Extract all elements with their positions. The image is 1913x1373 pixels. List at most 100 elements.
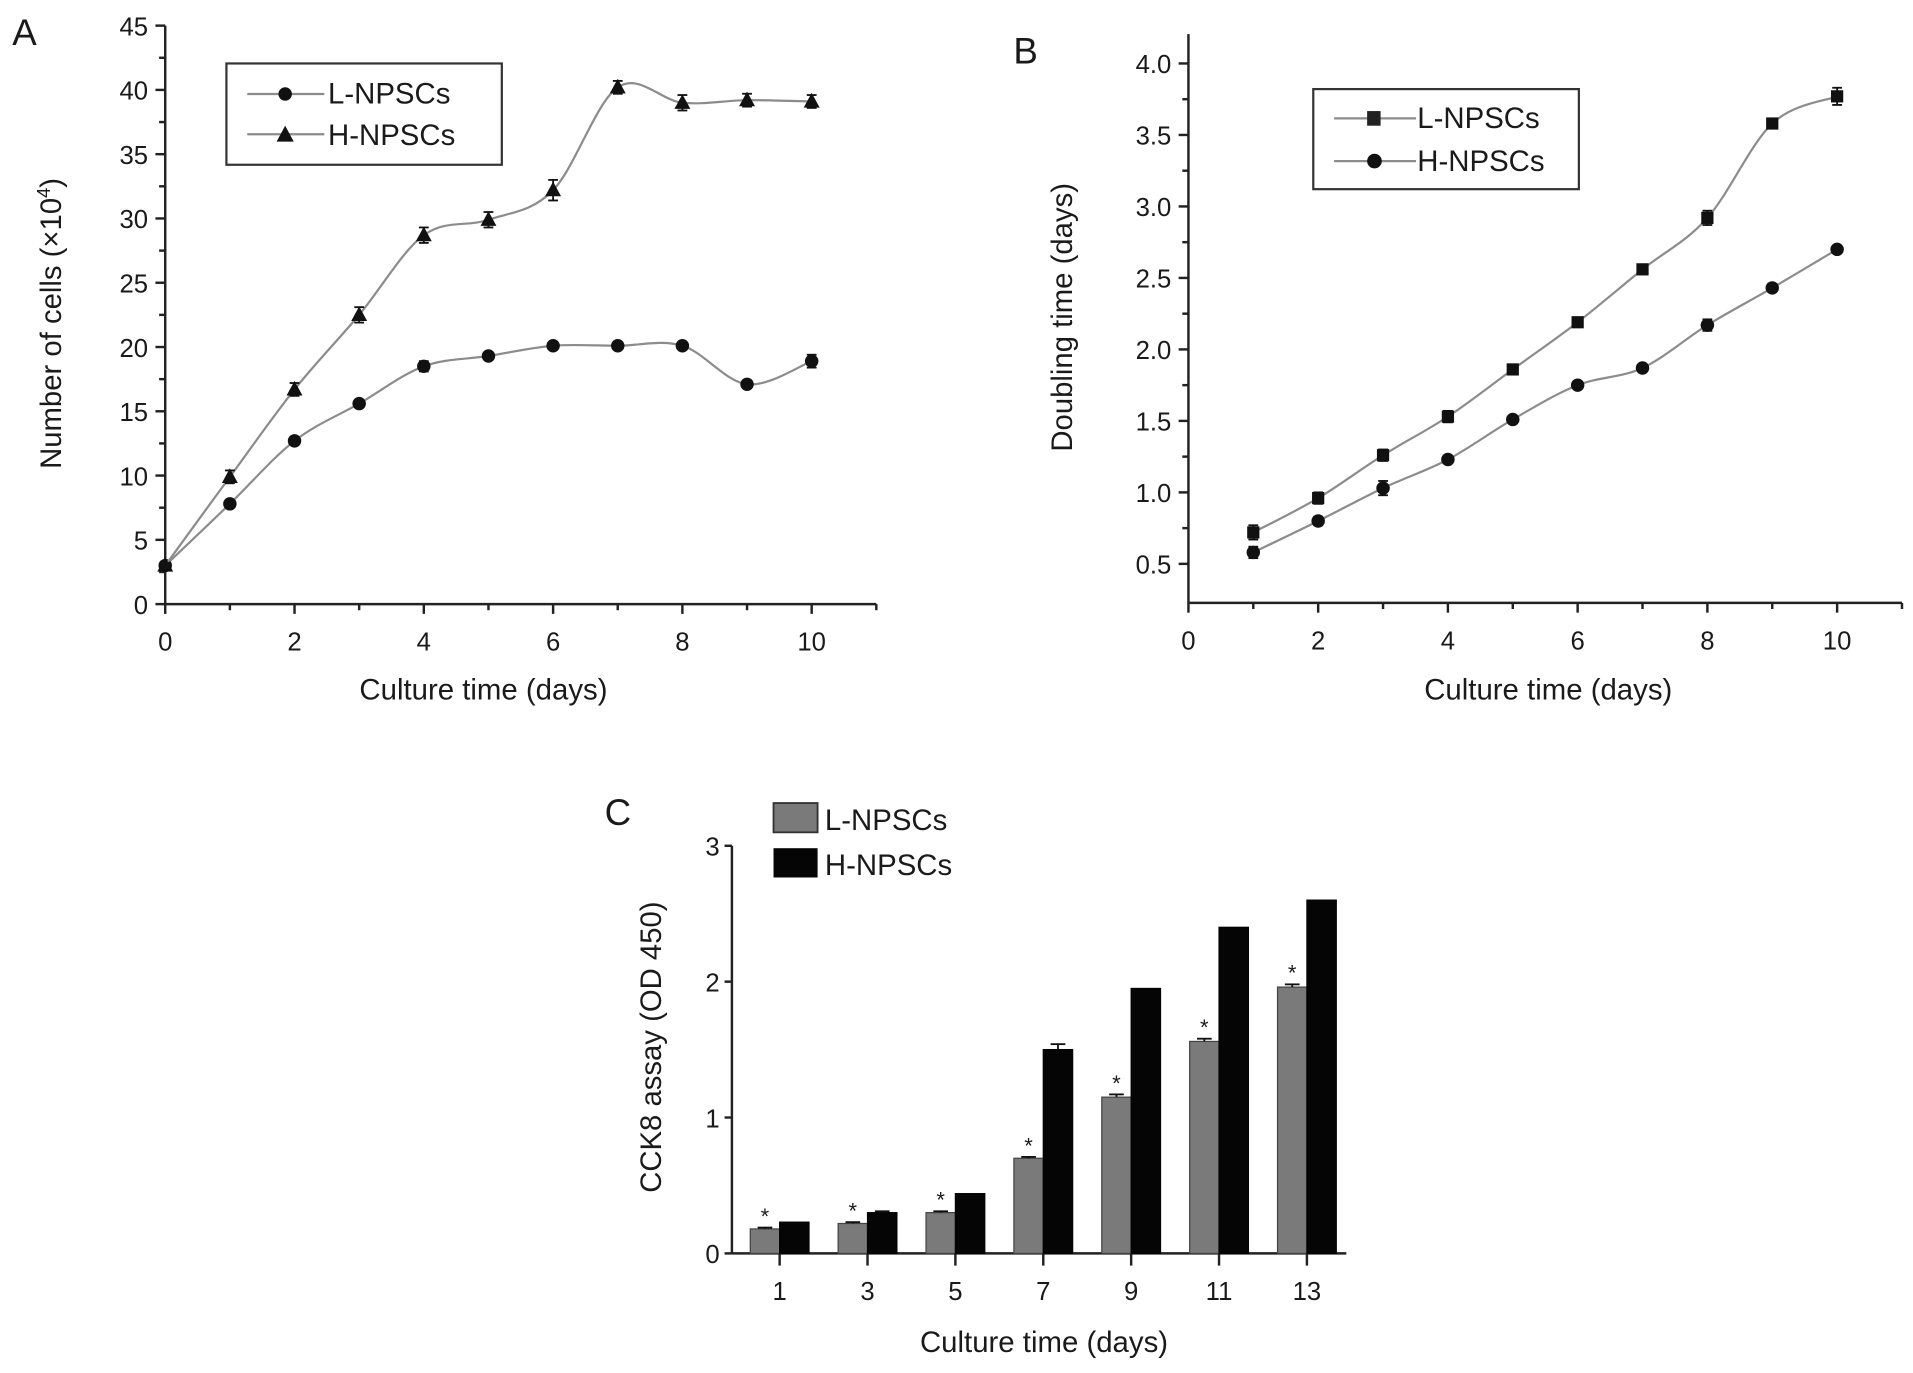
chart-a-series <box>157 78 820 573</box>
chart-c-bar-l-npscs <box>1189 1040 1220 1255</box>
chart-a-x-tick-label: 4 <box>417 629 431 657</box>
chart-b-point-h-npscs <box>1830 242 1844 257</box>
chart-a-y-tick-label: 45 <box>120 13 149 41</box>
chart-b-legend-label-l: L-NPSCs <box>1417 102 1539 135</box>
chart-a-point-h-npscs <box>221 468 238 483</box>
chart-b-y-axis-title: Doubling time (days) <box>1046 183 1079 452</box>
chart-b-point-l-npscs <box>1766 117 1779 130</box>
chart-b-point-l-npscs <box>1441 410 1455 423</box>
chart-b-point-l-npscs <box>1247 526 1260 539</box>
chart-c-y-tick-label: 3 <box>705 834 719 862</box>
chart-a-point-l-npscs <box>804 354 819 368</box>
chart-a-line-l-npscs <box>164 341 813 567</box>
chart-b-legend-box <box>1312 87 1580 191</box>
chart-c-y-axis-title: CCK8 assay (OD 450) <box>635 901 668 1192</box>
chart-b-point-l-npscs <box>1376 449 1390 462</box>
chart-a-legend-marker-triangle <box>276 125 294 142</box>
chart-b-y-tick-label: 3.5 <box>1136 123 1172 151</box>
chart-b-y-tick-label: 2.5 <box>1136 266 1172 294</box>
chart-a-point-l-npscs <box>287 434 302 448</box>
chart-c-bar-h-npscs <box>954 1193 986 1255</box>
chart-c-significance-star: * <box>1200 1015 1209 1040</box>
chart-a-point-h-npscs <box>286 380 303 396</box>
chart-b-point-l-npscs <box>1506 363 1519 376</box>
chart-b-axes: 0 2 4 6 8 10 0.5 1.0 1.5 2.0 2.5 3.0 3.5 4.0 <box>1136 34 1904 655</box>
chart-b-line-l-npscs <box>1252 95 1838 534</box>
chart-c-bar-l-npscs <box>1101 1096 1132 1255</box>
chart-c-legend: L-NPSCs H-NPSCs <box>772 802 952 882</box>
panel-label-c: C <box>605 792 632 833</box>
chart-a-y-axis-title-superscript: 4 <box>33 188 54 198</box>
chart-a-point-l-npscs <box>611 339 625 353</box>
chart-c-legend-swatch-l <box>772 802 819 834</box>
chart-c-y-tick-label: 0 <box>705 1241 719 1269</box>
chart-b-x-tick-label: 2 <box>1311 627 1325 655</box>
chart-b-point-l-npscs <box>1571 316 1584 329</box>
chart-a-x-axis-title: Culture time (days) <box>359 673 607 706</box>
chart-a-point-h-npscs <box>803 92 820 108</box>
chart-a-point-l-npscs <box>223 497 237 511</box>
chart-a-x-tick-label: 6 <box>546 629 560 657</box>
chart-a-y-tick-label: 0 <box>134 592 148 620</box>
chart-b-x-tick-label: 8 <box>1700 627 1714 655</box>
chart-b-point-h-npscs <box>1700 318 1715 332</box>
chart-c-significance-star: * <box>1024 1133 1033 1158</box>
chart-a: A 0 2 4 6 8 10 0 5 10 15 20 25 30 35 40 45 Culture time… <box>12 12 878 706</box>
chart-b-legend: L-NPSCs H-NPSCs <box>1312 87 1580 191</box>
chart-b-y-tick-label: 0.5 <box>1136 552 1172 580</box>
chart-a-point-h-npscs <box>609 78 626 94</box>
chart-c-x-tick-label: 7 <box>1036 1278 1050 1306</box>
chart-a-point-l-npscs <box>546 339 560 353</box>
panel-label-b: B <box>1013 31 1037 72</box>
chart-a-legend: L-NPSCs H-NPSCs <box>225 62 503 166</box>
chart-a-point-h-npscs <box>480 211 497 226</box>
chart-c-bar-h-npscs <box>1218 926 1250 1255</box>
chart-c-significance-star: * <box>1288 961 1297 986</box>
chart-b-y-tick-label: 3.0 <box>1136 194 1172 222</box>
chart-c-bar-l-npscs <box>925 1212 957 1255</box>
chart-a-point-h-npscs <box>545 181 562 197</box>
chart-b-legend-marker-square <box>1367 111 1381 126</box>
chart-b-point-h-npscs <box>1765 281 1779 295</box>
chart-c-bar-h-npscs <box>866 1212 898 1255</box>
chart-b-x-tick-label: 6 <box>1570 627 1584 655</box>
chart-b-x-tick-label: 0 <box>1181 627 1195 655</box>
chart-a-y-tick-label: 15 <box>120 399 149 427</box>
chart-c-x-tick-label: 9 <box>1124 1278 1138 1306</box>
chart-a-point-h-npscs <box>415 226 432 242</box>
chart-c-legend-swatch-h <box>773 848 818 878</box>
chart-b-y-tick-label: 2.0 <box>1136 337 1172 365</box>
chart-c-bars: * * * * * * * <box>749 899 1337 1255</box>
chart-c-significance-star: * <box>936 1188 945 1213</box>
chart-c-bar-l-npscs <box>1276 986 1308 1255</box>
chart-c-x-tick-label: 3 <box>860 1278 874 1306</box>
chart-a-point-h-npscs <box>351 306 368 321</box>
chart-a-y-axis-title: Number of cells (×104) <box>33 178 68 469</box>
chart-b-line-h-npscs <box>1252 248 1838 554</box>
chart-c-bar-h-npscs <box>1306 899 1337 1255</box>
chart-c-bar-h-npscs <box>779 1221 810 1255</box>
chart-a-point-l-npscs <box>675 339 690 353</box>
chart-c-x-axis-title: Culture time (days) <box>920 1326 1168 1359</box>
chart-a-point-h-npscs <box>674 94 691 109</box>
chart-c-bar-h-npscs <box>1130 987 1162 1255</box>
chart-b-point-h-npscs <box>1376 481 1390 495</box>
chart-c-bar-l-npscs <box>837 1222 869 1255</box>
chart-b-y-tick-label: 1.0 <box>1136 480 1172 508</box>
chart-a-y-tick-label: 40 <box>120 78 149 106</box>
chart-b-legend-label-h: H-NPSCs <box>1417 145 1544 178</box>
chart-b-point-l-npscs <box>1701 211 1714 224</box>
chart-a-y-tick-label: 5 <box>134 528 148 556</box>
chart-b-legend-marker-circle <box>1367 153 1382 169</box>
chart-c-x-tick-label: 11 <box>1206 1278 1233 1306</box>
chart-a-point-l-npscs <box>740 377 754 392</box>
chart-a-point-h-npscs <box>157 557 174 572</box>
chart-b-x-tick-label: 4 <box>1441 627 1455 655</box>
chart-b-point-l-npscs <box>1312 491 1325 505</box>
chart-a-x-tick-label: 10 <box>797 629 826 657</box>
chart-b-point-h-npscs <box>1506 412 1520 427</box>
chart-c-bar-l-npscs <box>1013 1157 1044 1255</box>
chart-a-x-tick-label: 2 <box>287 629 301 657</box>
